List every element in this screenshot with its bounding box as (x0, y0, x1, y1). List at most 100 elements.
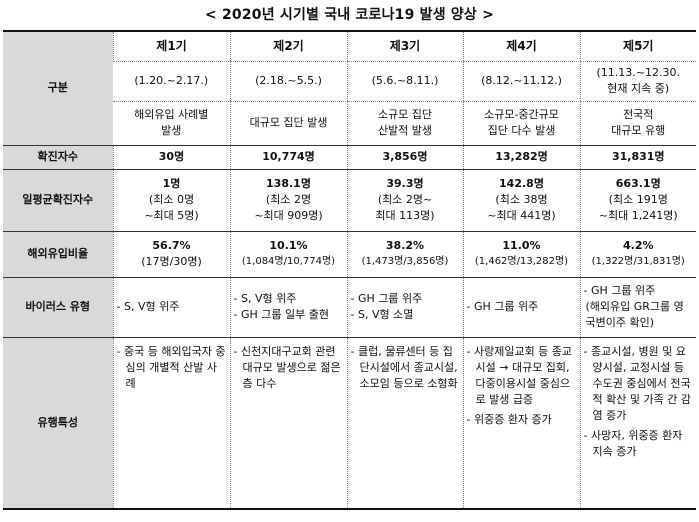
daily-average-min: (최소 0명 (148, 193, 195, 206)
virus-type-cell: - GH 그룹 위주 - S, V형 소멸 (346, 277, 463, 338)
feature-item: - 위중증 환자 증가 (466, 412, 552, 426)
daily-average-value: 663.1명 (615, 177, 661, 190)
overseas-ratio-cell: 38.2% (1,473명/3,856명) (346, 231, 463, 278)
feature-item: - 사랑제일교회 등 종교시설 → 대규모 집회, 다중이용시설 중심으로 발생… (466, 344, 573, 406)
phase-desc-line: 해외유입 사례별 (134, 108, 209, 121)
daily-average-min: (최소 191명 (608, 193, 668, 206)
phase-desc-line: 집단 다수 발생 (487, 124, 556, 137)
daily-average-value: 1명 (162, 177, 181, 190)
phase-period: (2.18.~5.5.) (229, 61, 347, 102)
header-label: 구분 (3, 30, 113, 146)
covid-phase-table: 구분 제1기 제2기 제3기 제4기 제5기 (1.20.~2.17.) (2.… (3, 30, 696, 510)
phase-period: (8.12.~11.12.) (462, 61, 580, 102)
virus-type-item: - S, V형 위주 (233, 292, 297, 305)
daily-average-cell: 39.3명 (최소 2명~ 최대 113명) (346, 169, 463, 232)
daily-average-cell: 138.1명 (최소 2명 ~최대 909명) (229, 169, 347, 232)
row-label: 유행특성 (3, 337, 113, 510)
virus-type-row: 바이러스 유형 - S, V형 위주 - S, V형 위주 - GH 그룹 일부… (3, 277, 696, 338)
phase-desc: 소규모-중간규모 집단 다수 발생 (462, 101, 580, 146)
phase-desc-line: 전국적 (623, 108, 654, 121)
daily-average-value: 142.8명 (499, 177, 544, 190)
virus-type-item: - GH 그룹 위주 (466, 300, 539, 313)
overseas-ratio-cell: 56.7% (17명/30명) (112, 231, 230, 278)
phase-desc-row: 해외유입 사례별 발생 대규모 집단 발생 소규모 집단 산발적 발생 소규모-… (3, 101, 696, 146)
row-label: 바이러스 유형 (3, 277, 113, 338)
feature-item: - 사망자, 위중증 환자 지속 증가 (583, 428, 683, 458)
confirmed-row: 확진자수 30명 10,774명 3,856명 13,282명 31,831명 (3, 145, 696, 170)
daily-average-max: 최대 113명) (375, 209, 435, 222)
confirmed-value: 3,856명 (346, 145, 463, 170)
features-cell: - 클럽, 물류센터 등 집단시설에서 종교시설, 소모임 등으로 소형화 (346, 337, 463, 510)
daily-average-cell: 142.8명 (최소 38명 ~최대 441명) (462, 169, 580, 232)
phase-name: 제1기 (112, 30, 230, 62)
confirmed-value: 30명 (112, 145, 230, 170)
phase-desc: 해외유입 사례별 발생 (113, 101, 230, 146)
phase-desc-line: 대규모 유행 (611, 124, 666, 137)
phase-period-line: (11.13.~12.30. (596, 66, 680, 79)
daily-average-min: (최소 2명 (265, 193, 312, 206)
phase-desc-line: 소규모-중간규모 (484, 108, 559, 121)
overseas-ratio-detail: (17명/30명) (141, 255, 202, 268)
phase-desc: 소규모 집단 산발적 발생 (346, 101, 463, 146)
daily-average-value: 39.3명 (386, 177, 424, 190)
overseas-ratio-detail: (1,473명/3,856명) (361, 256, 449, 267)
overseas-ratio-cell: 4.2% (1,322명/31,831명) (579, 231, 696, 278)
daily-average-cell: 1명 (최소 0명 ~최대 5명) (112, 169, 230, 232)
feature-item: - 종교시설, 병원 및 요양시설, 교정시설 등 수도권 중심에서 전국적 확… (583, 344, 691, 422)
phase-period-row: (1.20.~2.17.) (2.18.~5.5.) (5.6.~8.11.) … (3, 61, 696, 102)
phase-name: 제5기 (579, 30, 696, 62)
daily-average-min: (최소 38명 (495, 193, 548, 206)
feature-item: - 중국 등 해외입국자 중심의 개별적 산발 사례 (116, 344, 226, 390)
phase-period: (1.20.~2.17.) (113, 61, 230, 102)
daily-average-cell: 663.1명 (최소 191명 ~최대 1,241명) (579, 169, 696, 232)
features-cell: - 사랑제일교회 등 종교시설 → 대규모 집회, 다중이용시설 중심으로 발생… (462, 337, 580, 510)
phase-period: (11.13.~12.30. 현재 지속 중) (579, 61, 696, 102)
row-label: 일평균확진자수 (3, 169, 113, 232)
overseas-ratio-value: 38.2% (385, 239, 425, 252)
virus-type-cell: - S, V형 위주 - GH 그룹 일부 출현 (229, 277, 347, 338)
phase-desc: 대규모 집단 발생 (229, 101, 347, 146)
phase-desc-line: 대규모 집단 발생 (249, 116, 328, 129)
phase-period-line: 현재 지속 중) (607, 82, 670, 95)
feature-item: - 클럽, 물류센터 등 집단시설에서 종교시설, 소모임 등으로 소형화 (350, 344, 458, 390)
row-label: 해외유입비율 (3, 231, 113, 278)
phase-name: 제4기 (462, 30, 580, 62)
daily-average-max: ~최대 1,241명) (598, 209, 678, 222)
virus-type-item: - S, V형 위주 (116, 300, 180, 313)
daily-average-max: ~최대 441명) (487, 209, 556, 222)
confirmed-value: 31,831명 (579, 145, 696, 170)
overseas-ratio-cell: 11.0% (1,462명/13,282명) (462, 231, 580, 278)
feature-item: - 신천지대구교회 관련 대규모 발생으로 젊은 층 다수 (233, 344, 341, 390)
virus-type-item: - S, V형 소멸 (350, 308, 414, 321)
daily-average-row: 일평균확진자수 1명 (최소 0명 ~최대 5명) 138.1명 (최소 2명 … (3, 169, 696, 232)
overseas-ratio-value: 11.0% (502, 239, 541, 252)
daily-average-min: (최소 2명~ (377, 193, 433, 206)
daily-average-max: ~최대 909명) (254, 209, 323, 222)
features-cell: - 종교시설, 병원 및 요양시설, 교정시설 등 수도권 중심에서 전국적 확… (579, 337, 696, 510)
overseas-ratio-value: 4.2% (622, 239, 654, 252)
virus-type-cell: - S, V형 위주 (112, 277, 230, 338)
overseas-ratio-detail: (1,462명/13,282명) (474, 256, 569, 267)
virus-type-cell: - GH 그룹 위주 (462, 277, 580, 338)
virus-type-item: - GH 그룹 위주 (350, 292, 423, 305)
confirmed-value: 10,774명 (229, 145, 347, 170)
table-title: < 2020년 시기별 국내 코로나19 발생 양상 > (204, 7, 495, 23)
daily-average-max: ~최대 5명) (144, 209, 199, 222)
features-row: 유행특성 - 중국 등 해외입국자 중심의 개별적 산발 사례 - 신천지대구교… (3, 337, 696, 510)
row-label: 확진자수 (3, 145, 113, 170)
phase-desc-line: 발생 (161, 124, 182, 137)
features-cell: - 신천지대구교회 관련 대규모 발생으로 젊은 층 다수 (229, 337, 347, 510)
phase-name: 제3기 (346, 30, 463, 62)
phase-desc: 전국적 대규모 유행 (579, 101, 696, 146)
overseas-ratio-value: 56.7% (152, 239, 191, 252)
overseas-ratio-row: 해외유입비율 56.7% (17명/30명) 10.1% (1,084명/10,… (3, 231, 696, 278)
phase-desc-line: 산발적 발생 (377, 124, 433, 137)
overseas-ratio-value: 10.1% (269, 239, 308, 252)
phase-period: (5.6.~8.11.) (346, 61, 463, 102)
virus-type-cell: - GH 그룹 위주 (해외유입 GR그룹 영국변이주 확인) (579, 277, 696, 338)
overseas-ratio-cell: 10.1% (1,084명/10,774명) (229, 231, 347, 278)
overseas-ratio-detail: (1,084명/10,774명) (241, 256, 336, 267)
overseas-ratio-detail: (1,322명/31,831명) (591, 256, 685, 267)
virus-type-note: (해외유입 GR그룹 영국변이주 확인) (585, 300, 684, 329)
virus-type-item: - GH 그룹 일부 출현 (233, 308, 329, 321)
